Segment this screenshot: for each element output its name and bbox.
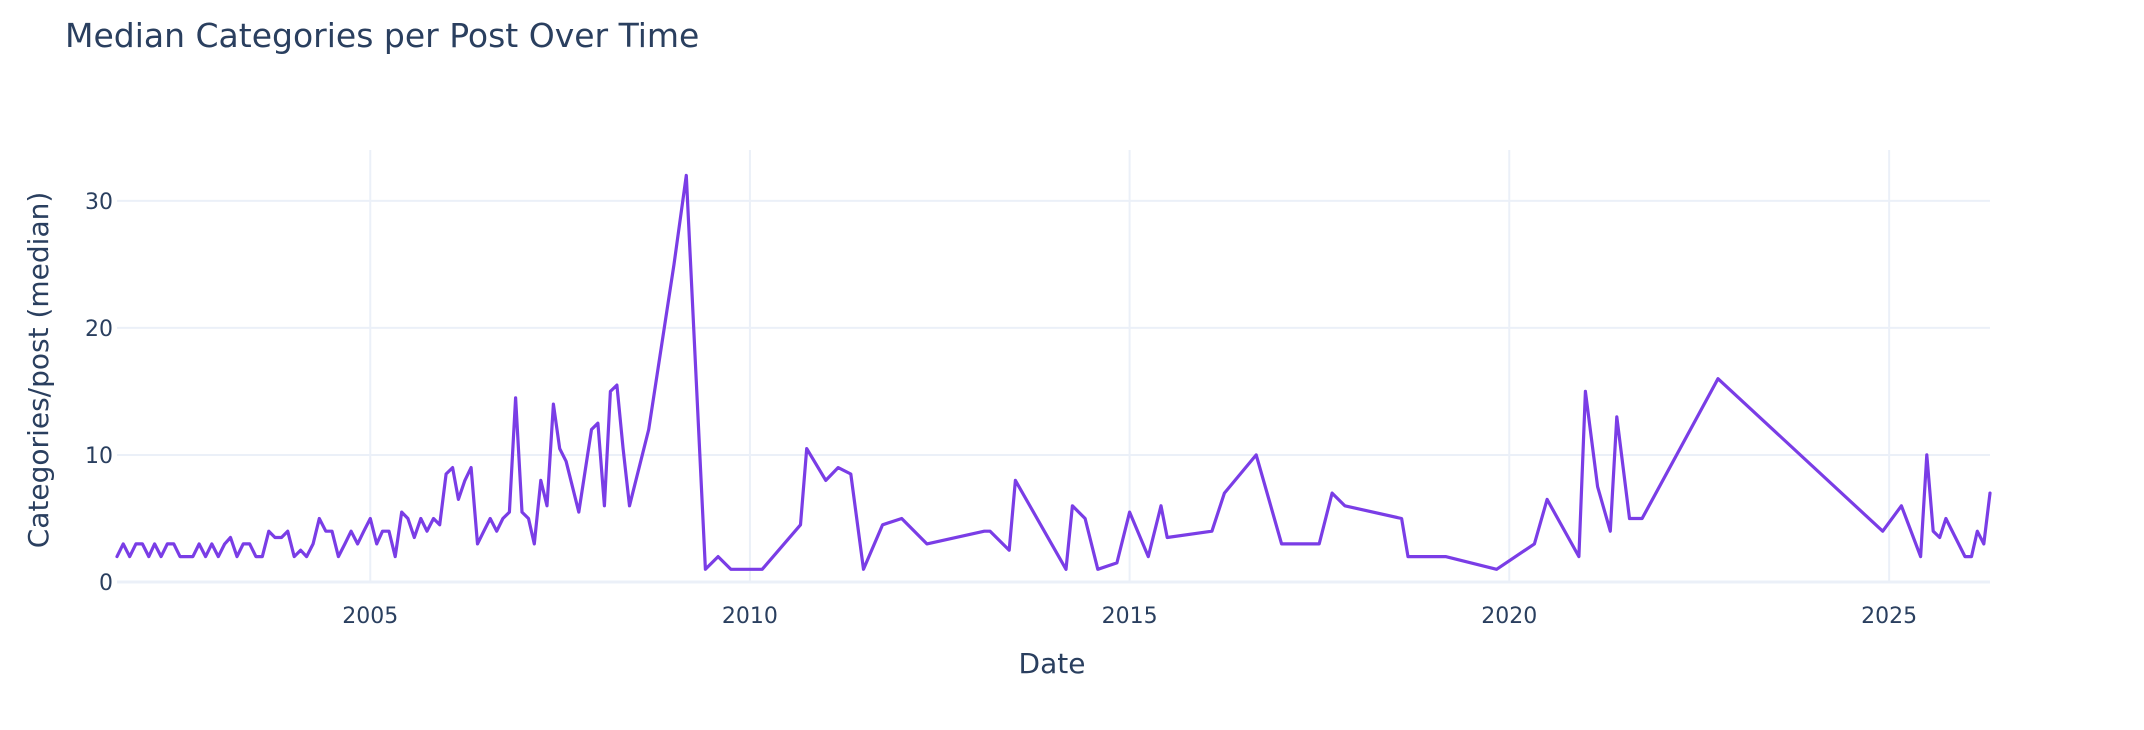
x-tick-label: 2015	[1102, 604, 1158, 629]
y-tick-label: 20	[85, 317, 113, 342]
y-axis-title: Categories/post (median)	[22, 192, 55, 549]
y-axis-ticks: 0 10 20 30	[85, 190, 113, 596]
chart-title: Median Categories per Post Over Time	[65, 16, 699, 55]
gridlines	[117, 150, 1990, 584]
y-tick-label: 0	[99, 571, 113, 596]
x-tick-label: 2020	[1481, 604, 1537, 629]
x-tick-label: 2005	[342, 604, 398, 629]
x-axis-title: Date	[1019, 647, 1086, 680]
x-axis-ticks: 2005 2010 2015 2020 2025	[342, 604, 1917, 629]
y-tick-label: 10	[85, 444, 113, 469]
x-tick-label: 2025	[1861, 604, 1917, 629]
series-line	[115, 173, 1992, 571]
x-tick-label: 2010	[722, 604, 778, 629]
series-layer	[115, 173, 1992, 571]
y-tick-label: 30	[85, 190, 113, 215]
